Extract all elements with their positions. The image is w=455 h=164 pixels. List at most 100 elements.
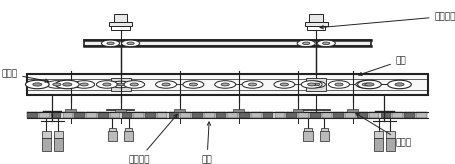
Bar [27,74,428,95]
Bar [216,112,226,118]
Circle shape [356,81,377,88]
Bar [115,109,126,112]
Bar [121,112,132,118]
Bar [321,128,328,134]
Circle shape [56,80,79,89]
Circle shape [96,81,117,88]
Bar [310,112,320,118]
Circle shape [107,42,114,45]
Bar [228,112,238,118]
Circle shape [74,81,95,88]
Circle shape [124,81,145,88]
Circle shape [121,40,140,47]
Bar [298,112,309,118]
Bar [98,112,109,118]
Bar [307,26,325,30]
Circle shape [103,83,111,86]
Bar [386,131,395,138]
Bar [309,14,323,22]
Bar [157,112,167,118]
Circle shape [323,42,330,45]
Bar [404,112,415,118]
Circle shape [308,83,316,86]
Bar [286,112,297,118]
Bar [263,112,273,118]
Bar [84,40,371,46]
Bar [239,112,250,118]
Bar [334,112,344,118]
Circle shape [297,40,315,47]
Bar [63,112,73,118]
Bar [174,109,185,112]
Circle shape [130,83,138,86]
Circle shape [358,80,381,89]
Circle shape [242,81,263,88]
Bar [303,131,313,141]
Bar [109,22,132,26]
Bar [86,112,97,118]
Circle shape [162,83,170,86]
Bar [374,138,383,151]
Bar [320,131,329,141]
Circle shape [111,81,130,88]
Bar [305,22,328,26]
Bar [345,112,356,118]
Text: 后小车: 后小车 [1,69,49,82]
Bar [369,112,379,118]
Circle shape [25,80,49,89]
Bar [374,131,383,138]
Bar [54,138,63,151]
Bar [306,78,326,91]
Bar [275,112,285,118]
Circle shape [335,83,343,86]
Circle shape [156,81,177,88]
Bar [251,112,262,118]
Bar [75,112,85,118]
Circle shape [313,83,320,86]
Circle shape [117,83,124,86]
Bar [111,26,130,30]
Circle shape [46,81,67,88]
Bar [110,112,120,118]
Bar [125,128,132,134]
Bar [124,131,133,141]
Circle shape [101,40,120,47]
Circle shape [33,83,42,86]
Circle shape [303,42,310,45]
Bar [27,112,38,118]
Bar [54,131,63,138]
Bar [192,112,203,118]
Circle shape [280,83,288,86]
Bar [233,109,244,112]
Text: 前小车: 前小车 [356,113,412,147]
Circle shape [329,81,349,88]
Bar [109,128,116,134]
Bar [114,14,127,22]
Bar [416,112,426,118]
Bar [357,112,368,118]
Bar [42,138,51,151]
Circle shape [53,83,61,86]
Circle shape [63,83,72,86]
Circle shape [274,81,295,88]
Bar [133,112,144,118]
Bar [392,112,403,118]
Circle shape [80,83,88,86]
Bar [169,112,179,118]
Text: 轨道: 轨道 [359,56,407,76]
Bar [293,109,303,112]
Circle shape [215,81,236,88]
Circle shape [307,81,325,88]
Circle shape [221,83,229,86]
Bar [51,112,61,118]
Circle shape [362,83,370,86]
Bar [304,128,312,134]
Circle shape [395,83,404,86]
Circle shape [388,80,411,89]
Bar [42,131,51,138]
Bar [180,112,191,118]
Circle shape [127,42,134,45]
Bar [386,138,395,151]
Text: 输送台车: 输送台车 [320,12,455,29]
Bar [322,112,332,118]
